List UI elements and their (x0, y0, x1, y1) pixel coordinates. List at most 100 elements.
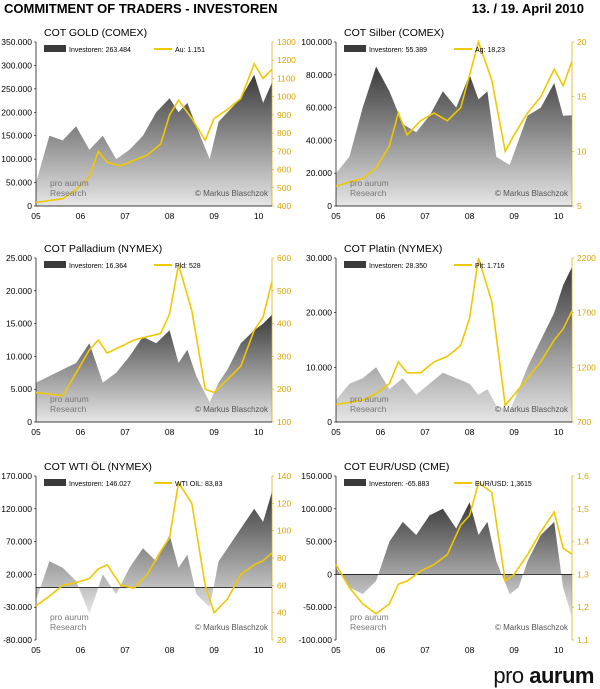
legend-label-investoren: Investoren: -65.883 (369, 481, 429, 488)
right-axis-tick-label: 140 (277, 471, 291, 481)
legend-label-investoren: Investoren: 146.027 (69, 481, 131, 488)
x-axis-tick-label: 10 (554, 645, 564, 655)
right-axis-tick-label: 120 (277, 498, 291, 508)
x-axis-tick-label: 07 (420, 645, 430, 655)
x-axis-tick-label: 09 (509, 427, 519, 437)
right-axis-tick-label: 1,2 (577, 602, 589, 612)
x-axis-tick-label: 07 (420, 211, 430, 221)
left-axis-tick-label: -80.000 (3, 635, 32, 645)
watermark-line2: Research (350, 188, 387, 198)
right-axis-tick-label: 600 (277, 165, 291, 175)
watermark-line1: pro aurum (50, 394, 89, 404)
legend-label-price: Ag: 18,23 (475, 47, 505, 54)
x-axis-tick-label: 08 (165, 427, 175, 437)
legend-label-price: EUR/USD: 1,3615 (475, 481, 532, 488)
x-axis-tick-label: 10 (554, 427, 564, 437)
right-axis-tick-label: 500 (277, 286, 291, 296)
watermark-line2: Research (50, 188, 87, 198)
legend-label-investoren: Investoren: 263.484 (69, 47, 131, 54)
left-axis-tick-label: 20.000 (306, 308, 332, 318)
brand-word-pro: pro (493, 663, 524, 688)
right-axis-tick-label: 40 (277, 608, 287, 618)
chart-title: COT Platin (NYMEX) (344, 243, 442, 255)
right-axis-tick-label: 500 (277, 183, 291, 193)
legend-swatch-investoren (344, 479, 366, 486)
right-axis-tick-label: 20 (577, 37, 587, 47)
left-axis-tick-label: 20.000 (6, 286, 32, 296)
right-axis-tick-label: 60 (277, 580, 287, 590)
x-axis-tick-label: 05 (331, 645, 341, 655)
watermark-credit: © Markus Blaschzok (195, 623, 269, 632)
report-date: 13. / 19. April 2010 (471, 1, 584, 16)
series-area-investoren (336, 267, 572, 422)
left-axis-tick-label: 10.000 (6, 351, 32, 361)
x-axis-tick-label: 07 (120, 645, 130, 655)
x-axis-tick-label: 08 (165, 645, 175, 655)
watermark-line2: Research (350, 622, 387, 632)
right-axis-tick-label: 10 (577, 146, 587, 156)
x-axis-tick-label: 06 (76, 427, 86, 437)
left-axis-tick-label: 20.000 (6, 569, 32, 579)
x-axis-tick-label: 09 (209, 211, 219, 221)
legend-label-price: Au: 1.151 (175, 47, 205, 54)
legend-swatch-investoren (44, 479, 66, 486)
chart-title: COT Palladium (NYMEX) (44, 243, 162, 255)
right-axis-tick-label: 300 (277, 351, 291, 361)
right-axis-tick-label: 800 (277, 128, 291, 138)
watermark-line2: Research (50, 404, 87, 414)
x-axis-tick-label: 07 (120, 427, 130, 437)
right-axis-tick-label: 200 (277, 384, 291, 394)
series-line-price (35, 480, 273, 615)
chart-title: COT Silber (COMEX) (344, 27, 444, 39)
x-axis-tick-label: 05 (31, 427, 41, 437)
brand-logo: pro aurum (493, 663, 594, 689)
watermark-credit: © Markus Blaschzok (195, 405, 269, 414)
watermark-line1: pro aurum (350, 178, 389, 188)
left-axis-tick-label: 300.000 (1, 60, 32, 70)
left-axis-tick-label: 250.000 (1, 84, 32, 94)
series-area-investoren (336, 502, 572, 618)
chart-panel-gold: COT GOLD (COMEX) 0 50.000 100.000 150.000 200… (1, 27, 296, 221)
right-axis-tick-label: 1300 (277, 37, 296, 47)
page-title: COMMITMENT OF TRADERS - INVESTOREN (4, 1, 278, 16)
x-axis-tick-label: 05 (31, 645, 41, 655)
series-line-price (335, 481, 573, 615)
watermark-line1: pro aurum (50, 178, 89, 188)
x-axis-tick-label: 06 (76, 645, 86, 655)
series-line-price (35, 264, 273, 397)
x-axis-tick-label: 10 (254, 645, 264, 655)
series-line-price (335, 257, 573, 408)
right-axis-tick-label: 600 (277, 253, 291, 263)
x-axis-tick-label: 06 (76, 211, 86, 221)
legend-label-price: Pld: 528 (175, 263, 201, 270)
series-line-price (35, 62, 273, 204)
x-axis-tick-label: 08 (165, 211, 175, 221)
watermark-line1: pro aurum (350, 394, 389, 404)
right-axis-tick-label: 1200 (577, 362, 596, 372)
right-axis-tick-label: 100 (277, 417, 291, 427)
left-axis-tick-label: 40.000 (306, 135, 332, 145)
chart-panel-wti: COT WTI ÖL (NYMEX) -80.000 -30.000 20.000 70… (1, 461, 291, 655)
right-axis-tick-label: 1,6 (577, 471, 589, 481)
chart-panel-silber: COT Silber (COMEX) 0 20.000 40.000 60.000 80.… (301, 27, 587, 221)
left-axis-tick-label: 5.000 (11, 384, 33, 394)
brand-word-aurum: aurum (529, 663, 594, 688)
right-axis-tick-label: 1000 (277, 92, 296, 102)
left-axis-tick-label: 200.000 (1, 107, 32, 117)
right-axis-tick-label: 700 (577, 417, 591, 427)
right-axis-tick-label: 1700 (577, 308, 596, 318)
left-axis-tick-label: -100.000 (298, 635, 332, 645)
x-axis-tick-label: 05 (31, 211, 41, 221)
x-axis-tick-label: 05 (331, 211, 341, 221)
series-area-investoren (36, 74, 272, 206)
x-axis-tick-label: 05 (331, 427, 341, 437)
right-axis-tick-label: 1,5 (577, 504, 589, 514)
right-axis-tick-label: 80 (277, 553, 287, 563)
right-axis-tick-label: 2200 (577, 253, 596, 263)
left-axis-tick-label: 50.000 (306, 537, 332, 547)
x-axis-tick-label: 10 (254, 211, 264, 221)
watermark-credit: © Markus Blaschzok (195, 189, 269, 198)
right-axis-tick-label: 15 (577, 92, 587, 102)
left-axis-tick-label: -30.000 (3, 602, 32, 612)
x-axis-tick-label: 09 (509, 645, 519, 655)
